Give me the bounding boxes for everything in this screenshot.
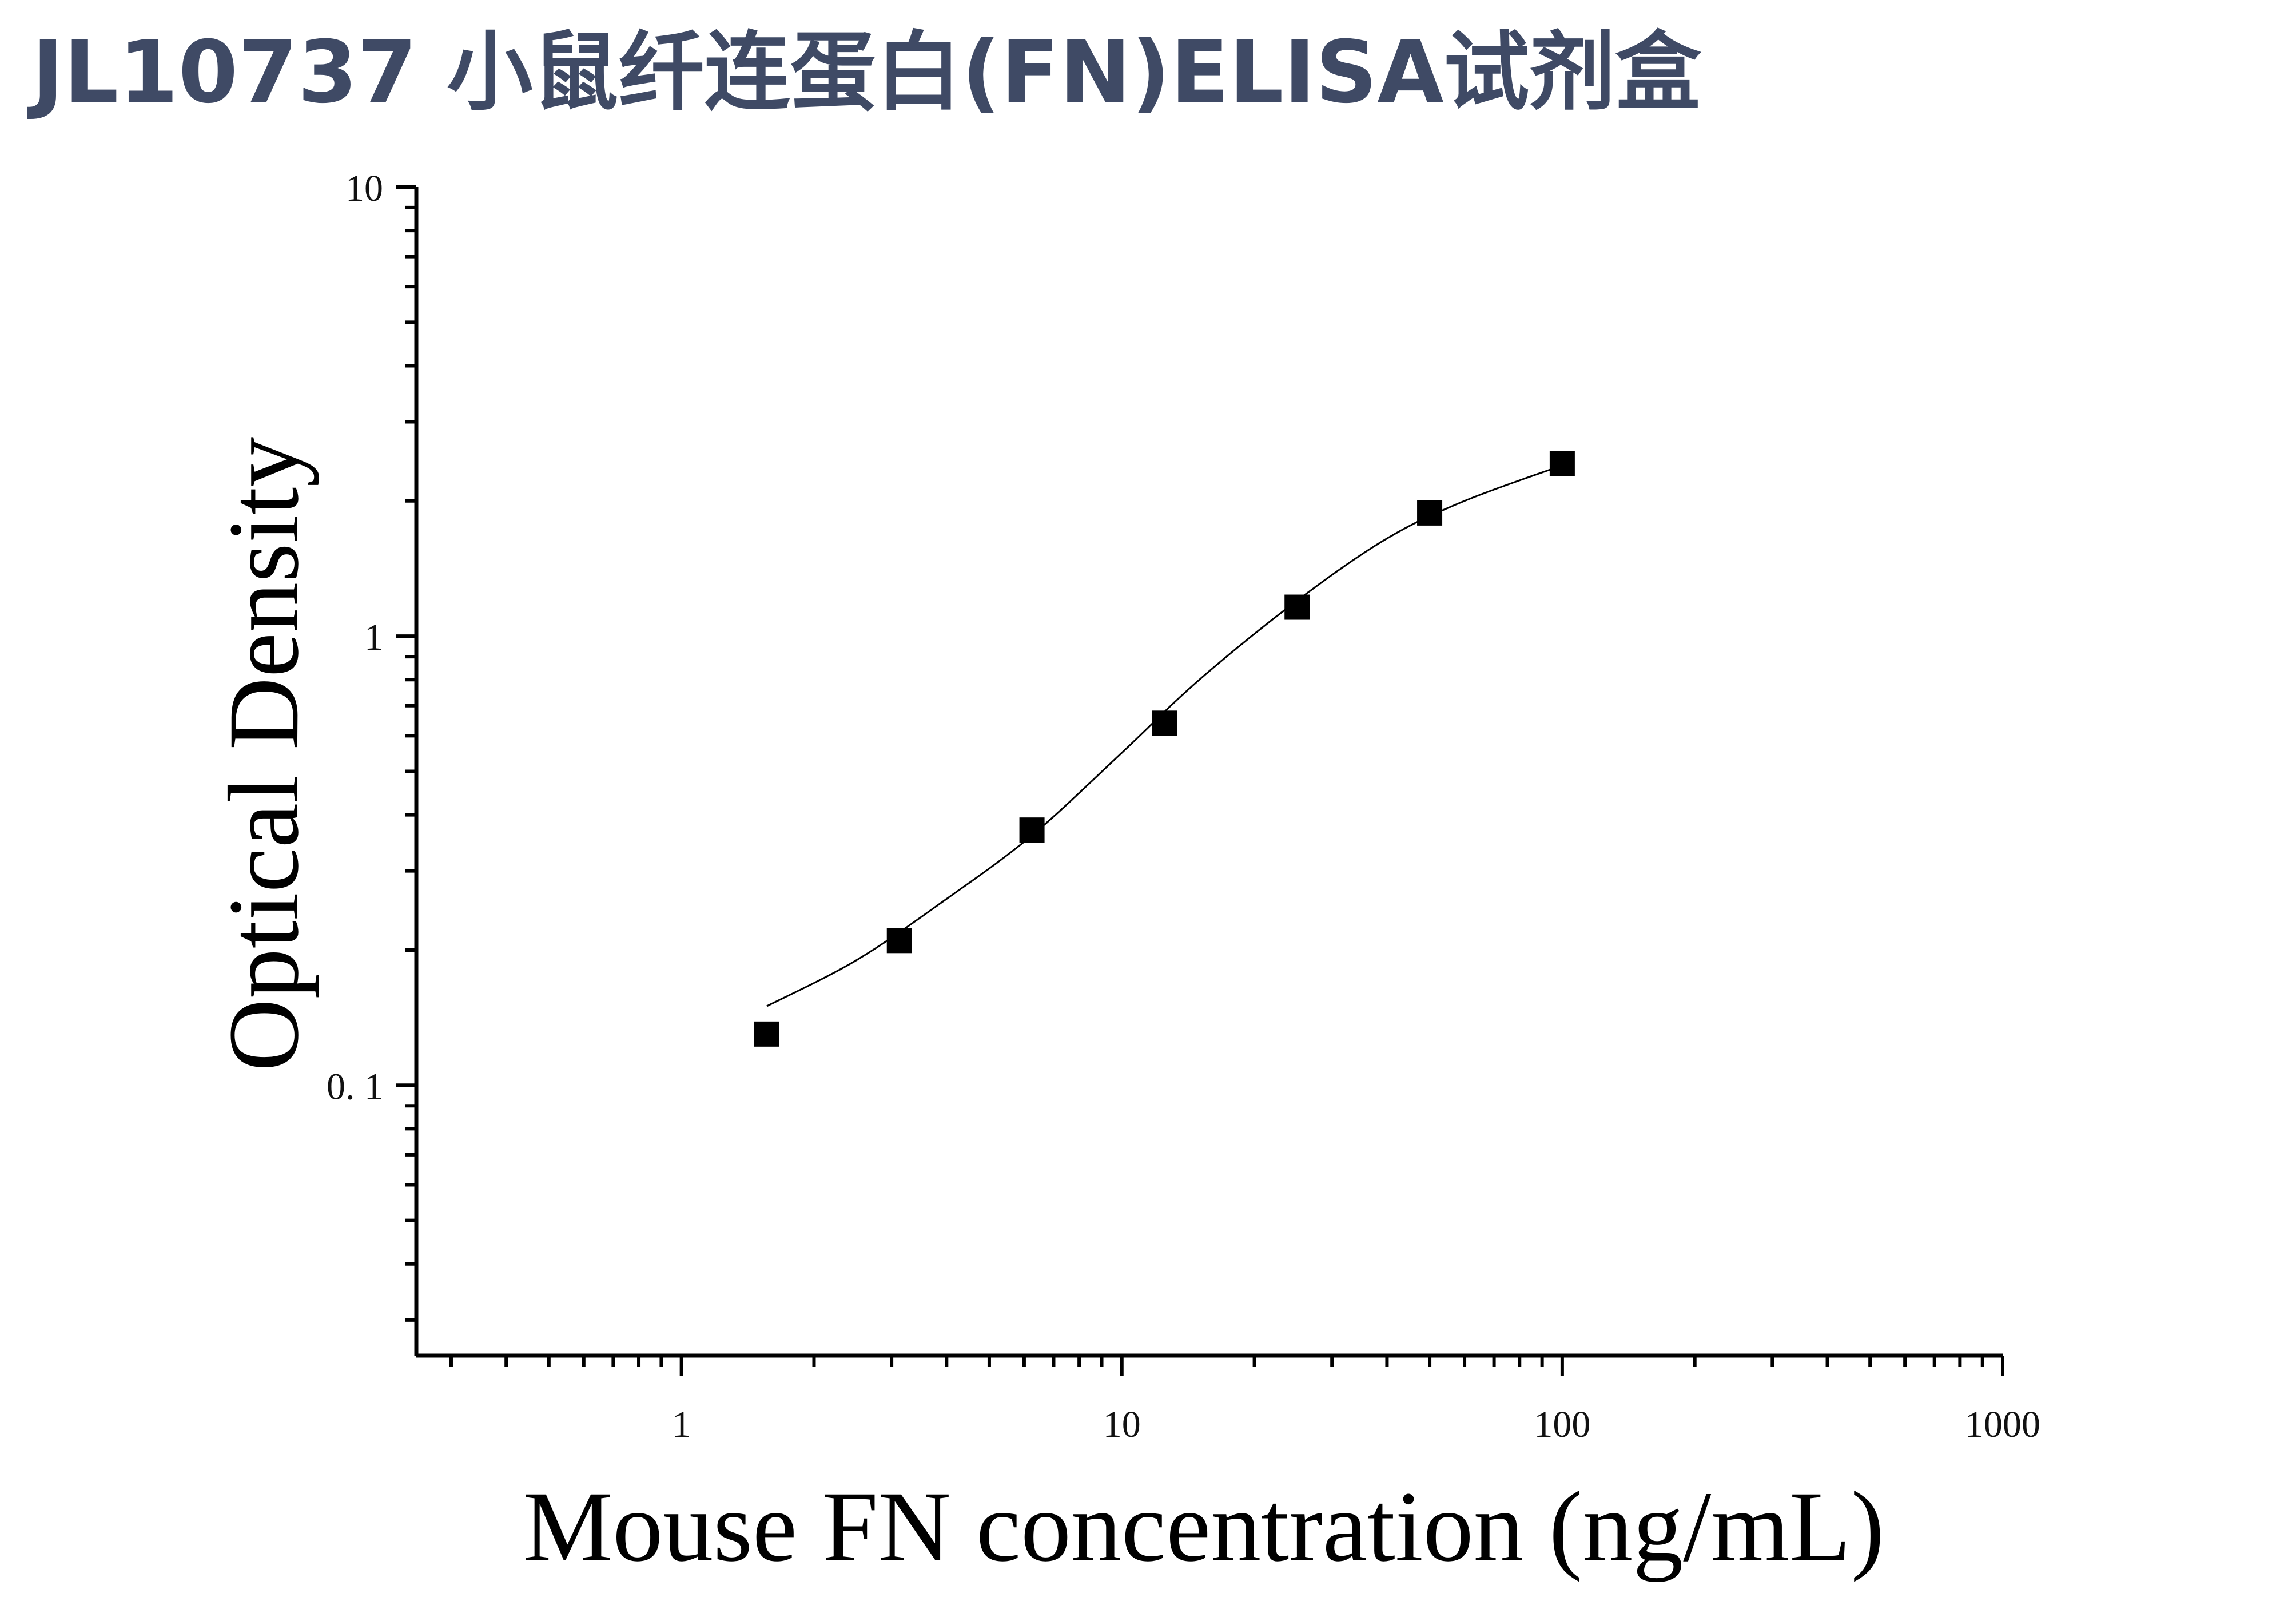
x-axis-label: Mouse FN concentration (ng/mL) [523, 1471, 1884, 1583]
y-axis-tick-labels: 0. 1 1 10 [327, 168, 383, 1107]
data-point [1284, 594, 1310, 620]
y-axis-label: Optical Density [208, 437, 320, 1072]
x-tick-label: 10 [1103, 1404, 1141, 1445]
y-tick-label: 10 [345, 168, 383, 209]
data-point [1417, 500, 1443, 526]
x-tick-label: 1000 [1965, 1404, 2040, 1445]
x-axis-ticks [449, 1356, 2004, 1376]
y-axis-ticks [396, 185, 416, 1322]
data-point [754, 1021, 779, 1047]
x-tick-label: 100 [1534, 1404, 1590, 1445]
x-axis-tick-labels: 1 10 100 1000 [672, 1404, 2040, 1445]
y-tick-label: 1 [364, 617, 383, 658]
chart-axes [414, 187, 2003, 1358]
data-point [1019, 817, 1045, 843]
data-point [1152, 710, 1177, 736]
y-tick-label: 0. 1 [327, 1066, 383, 1107]
data-points [754, 451, 1575, 1047]
page-title: JL10737 小鼠纤连蛋白(FN)ELISA试剂盒 [32, 23, 1701, 122]
data-point [886, 928, 912, 954]
x-tick-label: 1 [672, 1404, 691, 1445]
data-point [1549, 451, 1575, 476]
